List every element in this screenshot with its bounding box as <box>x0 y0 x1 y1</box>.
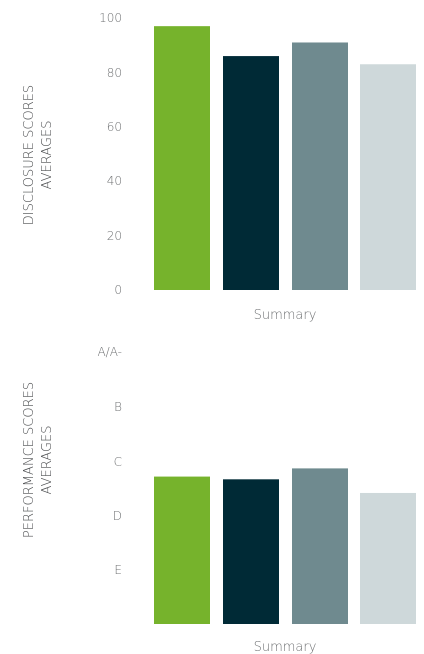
performance-bar-3 <box>292 468 348 624</box>
performance-bar-4 <box>360 492 416 624</box>
performance-bar-1 <box>154 476 210 624</box>
disclosure-ytick: 60 <box>107 120 122 134</box>
disclosure-ytick: 100 <box>99 11 122 25</box>
disclosure-bar-1 <box>154 26 210 290</box>
disclosure-ylabel-line1: DISCLOSURE SCORES <box>22 85 37 225</box>
performance-xlabel: Summary <box>254 640 317 654</box>
disclosure-bars <box>154 26 416 291</box>
performance-chart: PERFORMANCE SCORES AVERAGES E D C B A/A-… <box>22 345 416 654</box>
performance-ytick: C <box>114 455 122 469</box>
disclosure-xlabel: Summary <box>254 308 317 323</box>
disclosure-bar-2 <box>223 56 279 290</box>
performance-bar-2 <box>223 479 279 624</box>
disclosure-ytick: 80 <box>107 66 122 80</box>
performance-bars <box>154 468 416 624</box>
performance-ytick: E <box>114 563 122 577</box>
performance-ytick: A/A- <box>97 345 122 359</box>
disclosure-ytick: 0 <box>114 283 122 297</box>
disclosure-bar-3 <box>292 42 348 291</box>
disclosure-bar-4 <box>360 64 416 291</box>
performance-ytick: D <box>113 509 122 523</box>
performance-ylabel-line2: AVERAGES <box>40 426 55 495</box>
performance-ytick: B <box>114 400 122 414</box>
disclosure-ytick: 20 <box>107 229 122 243</box>
disclosure-ylabel-line2: AVERAGES <box>40 121 55 190</box>
performance-ylabel-line1: PERFORMANCE SCORES <box>22 382 37 538</box>
disclosure-chart: DISCLOSURE SCORES AVERAGES 0 20 40 60 80… <box>22 11 416 323</box>
disclosure-ytick: 40 <box>107 174 122 188</box>
